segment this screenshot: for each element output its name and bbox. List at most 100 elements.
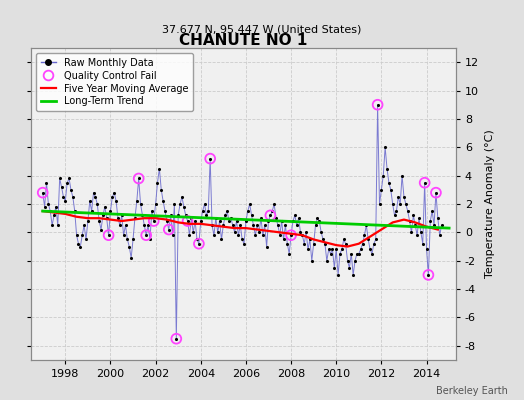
Point	[219, 222, 227, 228]
Point	[407, 229, 416, 236]
Point	[270, 201, 278, 207]
Point	[296, 229, 304, 236]
Point	[345, 265, 354, 271]
Point	[289, 218, 297, 224]
Point	[302, 229, 310, 236]
Point	[417, 229, 425, 236]
Point	[39, 190, 47, 196]
Text: Berkeley Earth: Berkeley Earth	[436, 386, 508, 396]
Point	[328, 246, 336, 252]
Point	[123, 236, 132, 243]
Text: 37.677 N, 95.447 W (United States): 37.677 N, 95.447 W (United States)	[162, 24, 362, 34]
Point	[119, 232, 128, 238]
Point	[91, 194, 100, 200]
Point	[210, 232, 218, 238]
Point	[88, 208, 96, 214]
Point	[200, 201, 209, 207]
Point	[358, 240, 367, 247]
Point	[61, 198, 70, 204]
Point	[323, 258, 331, 264]
Point	[343, 258, 352, 264]
Point	[82, 236, 90, 243]
Point	[174, 212, 182, 218]
Point	[170, 201, 179, 207]
Point	[438, 222, 446, 228]
Point	[287, 232, 295, 238]
Point	[84, 218, 92, 224]
Point	[274, 222, 282, 228]
Point	[180, 204, 188, 210]
Point	[202, 212, 211, 218]
Legend: Raw Monthly Data, Quality Control Fail, Five Year Moving Average, Long-Term Tren: Raw Monthly Data, Quality Control Fail, …	[36, 53, 193, 111]
Point	[356, 246, 365, 252]
Point	[305, 236, 314, 243]
Point	[340, 236, 348, 243]
Point	[146, 236, 154, 243]
Point	[199, 208, 207, 214]
Point	[332, 246, 341, 252]
Point	[149, 218, 158, 224]
Point	[422, 246, 431, 252]
Point	[435, 232, 444, 238]
Point	[336, 250, 344, 257]
Point	[283, 240, 291, 247]
Point	[240, 240, 248, 247]
Point	[411, 222, 419, 228]
Point	[228, 222, 237, 228]
Point	[242, 218, 250, 224]
Point	[247, 212, 256, 218]
Point	[65, 175, 73, 182]
Point	[432, 190, 440, 196]
Point	[212, 215, 220, 221]
Point	[142, 232, 150, 238]
Point	[95, 218, 103, 224]
Point	[260, 222, 269, 228]
Point	[148, 208, 156, 214]
Point	[424, 272, 433, 278]
Point	[187, 215, 195, 221]
Point	[321, 240, 329, 247]
Point	[97, 226, 105, 233]
Point	[292, 222, 301, 228]
Point	[136, 201, 145, 207]
Point	[154, 180, 162, 186]
Point	[324, 246, 333, 252]
Point	[424, 272, 433, 278]
Y-axis label: Temperature Anomaly (°C): Temperature Anomaly (°C)	[485, 130, 495, 278]
Point	[104, 232, 113, 238]
Point	[130, 215, 139, 221]
Point	[369, 240, 378, 247]
Point	[287, 232, 295, 238]
Point	[172, 336, 180, 342]
Point	[351, 258, 359, 264]
Point	[116, 222, 124, 228]
Point	[294, 215, 303, 221]
Point	[135, 175, 143, 182]
Point	[377, 187, 386, 193]
Point	[364, 236, 373, 243]
Point	[347, 250, 355, 257]
Point	[308, 258, 316, 264]
Point	[101, 204, 109, 210]
Point	[390, 212, 399, 218]
Point	[189, 229, 198, 236]
Point	[315, 218, 323, 224]
Point	[117, 212, 126, 218]
Point	[217, 236, 226, 243]
Point	[276, 232, 284, 238]
Point	[56, 175, 64, 182]
Point	[52, 204, 60, 210]
Point	[426, 218, 434, 224]
Point	[368, 250, 376, 257]
Point	[72, 232, 81, 238]
Point	[39, 190, 47, 196]
Point	[420, 180, 429, 186]
Point	[361, 232, 369, 238]
Point	[430, 222, 438, 228]
Point	[400, 194, 408, 200]
Point	[263, 243, 271, 250]
Point	[434, 215, 442, 221]
Point	[76, 243, 84, 250]
Point	[403, 208, 412, 214]
Point	[383, 165, 391, 172]
